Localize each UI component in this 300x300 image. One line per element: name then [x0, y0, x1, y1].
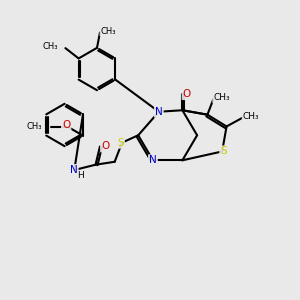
Text: CH₃: CH₃	[213, 93, 230, 102]
Text: O: O	[183, 89, 191, 99]
Text: N: N	[70, 165, 78, 175]
Text: S: S	[117, 138, 124, 148]
Text: CH₃: CH₃	[243, 112, 259, 121]
Text: N: N	[155, 107, 163, 117]
Text: CH₃: CH₃	[43, 42, 58, 51]
Text: H: H	[77, 171, 84, 180]
Text: CH₃: CH₃	[100, 26, 116, 35]
Text: O: O	[62, 120, 70, 130]
Text: O: O	[101, 142, 110, 152]
Text: CH₃: CH₃	[27, 122, 42, 131]
Text: S: S	[220, 146, 227, 157]
Text: N: N	[149, 155, 157, 165]
